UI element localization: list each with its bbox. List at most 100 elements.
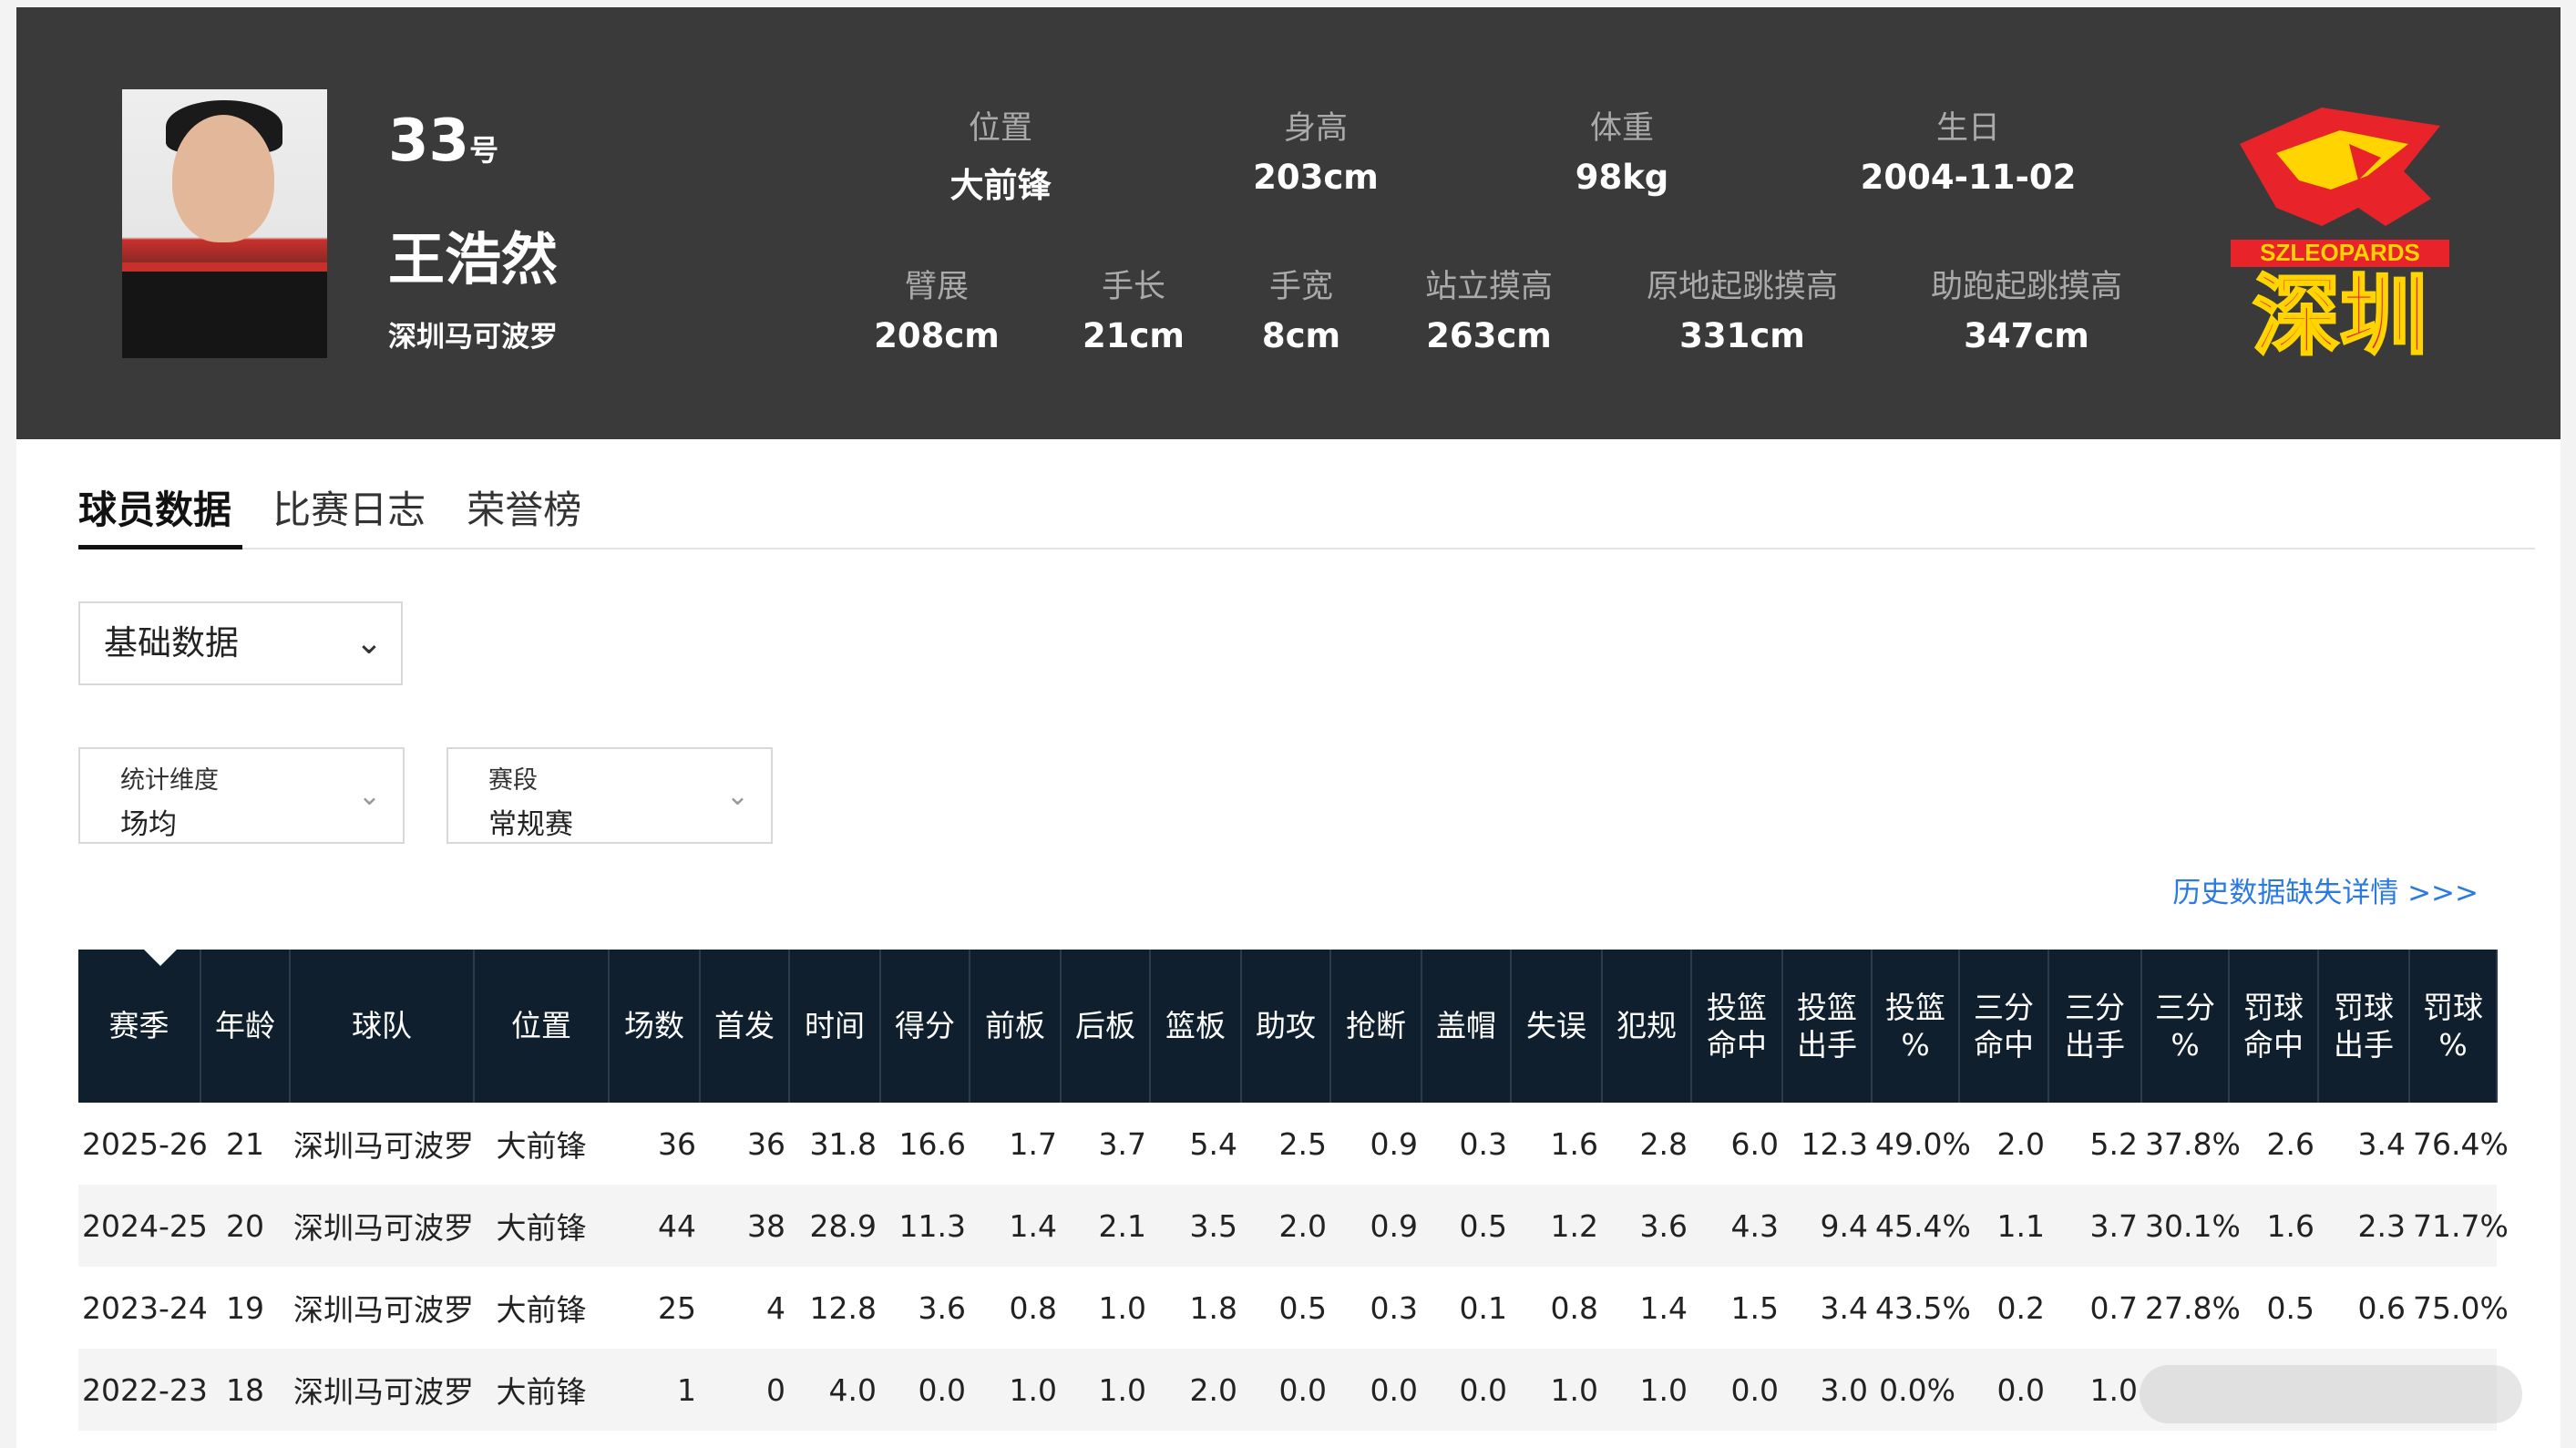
table-cell: 大前锋 [474,1185,609,1267]
tab-game-log[interactable]: 比赛日志 [272,488,426,532]
history-missing-link[interactable]: 历史数据缺失详情 >>> [2172,877,2479,909]
column-header[interactable]: 助攻 [1241,950,1331,1103]
table-cell: 0.0 [1421,1349,1511,1431]
table-cell: 0.0 [1691,1349,1782,1431]
table-header-row: 赛季 年龄 球队 位置 场数 首发 时间 得分 前板 后板 篮板 助攻 抢断 盖帽 失误 犯规 投篮 命中 投篮 … [78,950,2498,1103]
stat-standing-vertical: 原地起跳摸高 331cm [1646,269,1838,355]
table-cell [2318,1349,2409,1431]
player-photo [122,89,327,358]
column-header[interactable]: 三分 % [2141,950,2230,1103]
column-header[interactable]: 投篮 命中 [1691,950,1783,1103]
table-cell: 0.9 [1370,1125,1418,1162]
table-cell: 0.8 [1009,1289,1057,1326]
table-cell: 38 [700,1185,789,1267]
column-header[interactable]: 篮板 [1150,950,1242,1103]
column-header[interactable]: 罚球 % [2409,950,2498,1103]
stat-dimension-select[interactable]: 统计维度 场均 ⌄ [78,747,405,844]
table-cell: 27.8% [2145,1289,2241,1326]
table-cell: 2.6 [2266,1125,2314,1162]
table-cell: 1.7 [1009,1125,1057,1162]
column-header[interactable]: 前板 [970,950,1062,1103]
table-cell: 12.3 [1801,1125,1868,1162]
table-cell: 3.5 [1150,1185,1241,1267]
table-cell: 2.0 [1150,1349,1241,1431]
team-logo: SZLEOPARDS 深圳 [2212,89,2468,369]
table-cell: 16.6 [898,1125,966,1162]
table-cell: 深圳马可波罗 [293,1292,474,1328]
player-header: 33号 王浩然 深圳马可波罗 位置 大前锋 身高 203cm 体重 98kg 生日 20… [16,7,2561,439]
column-header[interactable]: 投篮 % [1872,950,1960,1103]
table-cell: 2024-25 [78,1185,208,1267]
table-cell: 3.6 [918,1289,966,1326]
table-cell: 1.0 [1061,1349,1150,1431]
table-cell: 19 [226,1289,264,1326]
column-header[interactable]: 犯规 [1602,950,1692,1103]
table-cell: 0.0 [1959,1349,2048,1431]
table-cell: 5.4 [1189,1125,1237,1162]
table-cell: 2.3 [2318,1185,2409,1267]
table-cell: 3.6 [1602,1185,1691,1267]
column-header[interactable]: 后板 [1061,950,1151,1103]
column-header[interactable]: 三分 出手 [2048,950,2142,1103]
column-header[interactable]: 抢断 [1330,950,1422,1103]
column-header[interactable]: 时间 [789,950,881,1103]
table-cell: 深圳马可波罗 [293,1128,474,1164]
player-number: 33号 [388,108,499,175]
column-header[interactable]: 得分 [880,950,970,1103]
table-cell: 1.8 [1189,1289,1237,1326]
table-cell: 深圳马可波罗 [290,1349,474,1431]
table-cell: 0.5 [1278,1289,1327,1326]
table-cell: 20 [200,1185,290,1267]
table-cell: 0.7 [2089,1289,2138,1326]
table-cell: 37.8% [2145,1125,2241,1162]
column-header[interactable]: 盖帽 [1421,950,1512,1103]
column-header[interactable]: 罚球 命中 [2229,950,2319,1103]
column-header[interactable]: 投篮 出手 [1782,950,1873,1103]
column-header[interactable]: 失误 [1511,950,1603,1103]
table-cell: 1 [609,1349,700,1431]
table-cell: 0.0 [1241,1349,1330,1431]
table-row: 2023-24 19 深圳马可波罗 大前锋 25 4 12.8 3.6 0.8 1.0 1.8 0.5… [78,1267,2509,1349]
table-cell: 31.8 [809,1125,877,1162]
column-header[interactable]: 场数 [609,950,701,1103]
column-header[interactable]: 位置 [474,950,610,1103]
table-cell: 深圳马可波罗 [290,1185,474,1267]
table-cell: 44 [609,1185,700,1267]
data-type-select[interactable]: 基础数据 ⌄ [78,601,403,685]
table-cell: 3.4 [2357,1125,2406,1162]
table-cell: 1.0 [1511,1349,1602,1431]
chevron-down-icon: ⌄ [357,780,381,812]
column-header[interactable]: 三分 命中 [1959,950,2049,1103]
stat-birthday: 生日 2004-11-02 [1860,110,2077,197]
column-header[interactable]: 赛季 [78,950,201,1103]
column-header[interactable]: 首发 [700,950,790,1103]
table-cell: 0.0 [880,1349,970,1431]
svg-text:SZLEOPARDS: SZLEOPARDS [2260,239,2420,266]
table-cell: 0.6 [2357,1289,2406,1326]
table-cell [2409,1349,2497,1431]
table-cell: 9.4 [1782,1185,1872,1267]
table-cell: 大前锋 [496,1128,587,1164]
stat-height: 身高 203cm [1253,110,1379,197]
table-cell: 3.4 [1820,1289,1868,1326]
table-cell: 0 [700,1349,789,1431]
table-cell: 1.6 [1550,1125,1598,1162]
table-cell: 2.0 [1996,1125,2045,1162]
table-cell: 1.1 [1959,1185,2048,1267]
column-header[interactable]: 罚球 出手 [2318,950,2410,1103]
table-cell: 1.0 [1098,1289,1146,1326]
tab-honors[interactable]: 荣誉榜 [467,488,582,532]
table-cell: 21 [226,1125,264,1162]
season-stage-select[interactable]: 赛段 常规赛 ⌄ [446,747,773,844]
table-cell: 0.0% [1872,1349,1959,1431]
tab-bar: 球员数据 比赛日志 荣誉榜 [78,479,618,549]
player-team: 深圳马可波罗 [388,321,558,354]
column-header[interactable]: 年龄 [200,950,291,1103]
tab-player-stats[interactable]: 球员数据 [78,488,232,532]
table-cell: 28.9 [789,1185,880,1267]
table-cell: 36 [747,1125,785,1162]
tab-active-indicator [78,545,242,549]
table-cell: 大前锋 [474,1349,609,1431]
column-header[interactable]: 球队 [290,950,475,1103]
table-cell: 75.0% [2413,1289,2509,1326]
